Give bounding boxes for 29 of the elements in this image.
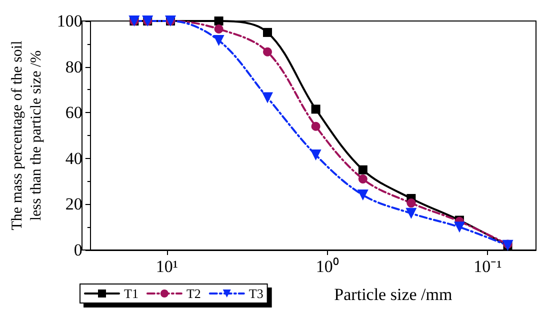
x-tick-label: 10⁰: [316, 257, 339, 276]
point: [406, 208, 417, 219]
point: [214, 16, 224, 26]
legend-label: T3: [248, 286, 264, 301]
point: [214, 24, 224, 34]
point: [262, 92, 274, 104]
point: [406, 198, 416, 208]
point: [213, 34, 224, 46]
point: [311, 122, 320, 131]
legend-label: T1: [124, 286, 138, 301]
y-tick-label: 100: [56, 12, 82, 30]
x-tick-label: 10¹: [156, 257, 178, 276]
y-tick-label: 20: [65, 194, 82, 214]
y-tick-label: 60: [65, 103, 82, 122]
point: [358, 174, 368, 184]
x-tick-label: 10⁻¹: [474, 257, 502, 276]
point: [311, 104, 320, 114]
legend-label: T2: [186, 286, 201, 301]
point: [310, 149, 322, 160]
x-axis-title: Particle size /mm: [334, 285, 452, 304]
point: [358, 165, 368, 174]
point: [263, 47, 272, 56]
y-tick-label: 80: [65, 57, 82, 76]
point: [357, 190, 368, 201]
y-tick-label: 0: [74, 240, 82, 260]
point: [263, 28, 272, 37]
point: [454, 222, 465, 233]
y-axis-title: The mass percentage of the soil less than the particle size /%: [10, 40, 44, 230]
y-tick-label: 40: [65, 148, 82, 168]
